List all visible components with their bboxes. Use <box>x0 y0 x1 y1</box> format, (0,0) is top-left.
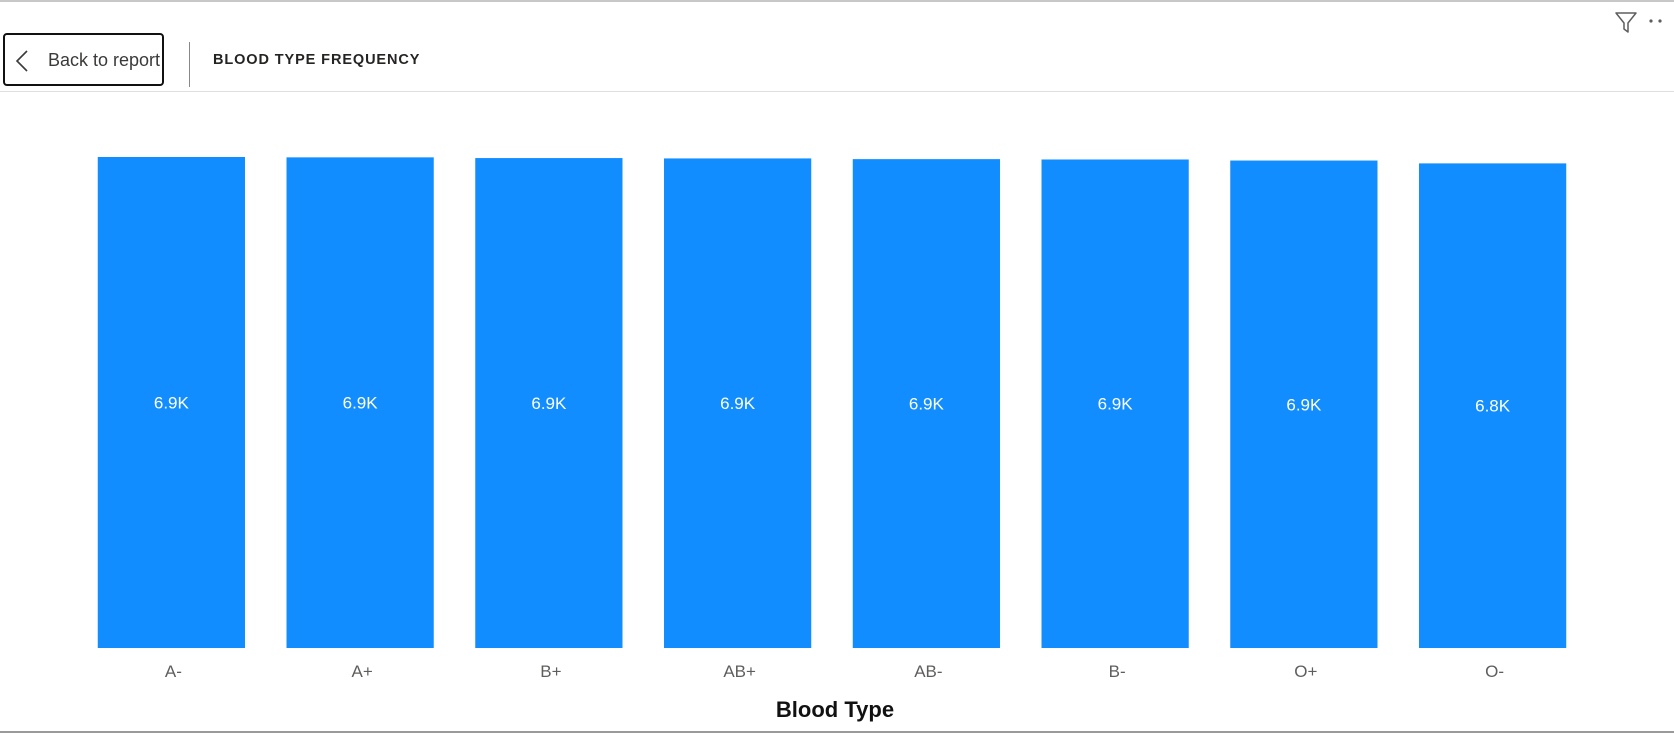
x-tick-label-ab-neg: AB- <box>914 662 942 681</box>
bar-b-neg[interactable] <box>1041 159 1189 648</box>
bar-o-neg[interactable] <box>1419 163 1567 648</box>
back-to-report-label: Back to report <box>48 50 161 70</box>
x-tick-label-o-pos: O+ <box>1294 662 1317 681</box>
data-label-o-pos: 6.9K <box>1286 395 1322 414</box>
x-tick-label-o-neg: O- <box>1485 662 1504 681</box>
data-label-ab-neg: 6.9K <box>909 395 945 414</box>
page-title: BLOOD TYPE FREQUENCY <box>213 52 421 68</box>
bar-b-pos[interactable] <box>475 158 623 648</box>
x-axis-title: Blood Type <box>776 697 894 722</box>
x-tick-label-ab-pos: AB+ <box>723 662 756 681</box>
x-tick-label-a-neg: A- <box>165 662 182 681</box>
back-to-report-button[interactable]: Back to report <box>3 33 164 86</box>
data-label-b-pos: 6.9K <box>531 394 567 413</box>
header-rule <box>0 91 1674 92</box>
header-divider <box>189 42 190 87</box>
bar-a-neg[interactable] <box>97 157 245 648</box>
data-label-o-neg: 6.8K <box>1475 397 1511 416</box>
bar-a-pos[interactable] <box>286 157 434 648</box>
chevron-left-icon <box>15 50 28 72</box>
bar-ab-pos[interactable] <box>664 158 812 648</box>
data-label-a-neg: 6.9K <box>154 394 190 413</box>
window-bottom-border <box>0 731 1674 733</box>
window-top-border <box>0 0 1674 2</box>
data-label-ab-pos: 6.9K <box>720 394 756 413</box>
data-label-a-pos: 6.9K <box>343 394 379 413</box>
filter-icon[interactable] <box>1612 8 1640 36</box>
bar-ab-neg[interactable] <box>852 159 1000 649</box>
bar-o-pos[interactable] <box>1230 160 1378 648</box>
bar-chart: 6.9K A- 6.9K A+ 6.9K B+ 6.9K AB+ 6.9K AB- 6.9K B- 6.… <box>97 157 1567 722</box>
x-tick-label-b-pos: B+ <box>540 662 561 681</box>
x-tick-label-a-pos: A+ <box>351 662 372 681</box>
data-label-b-neg: 6.9K <box>1098 395 1134 414</box>
more-options-icon[interactable] <box>1646 8 1668 36</box>
x-tick-label-b-neg: B- <box>1109 662 1126 681</box>
